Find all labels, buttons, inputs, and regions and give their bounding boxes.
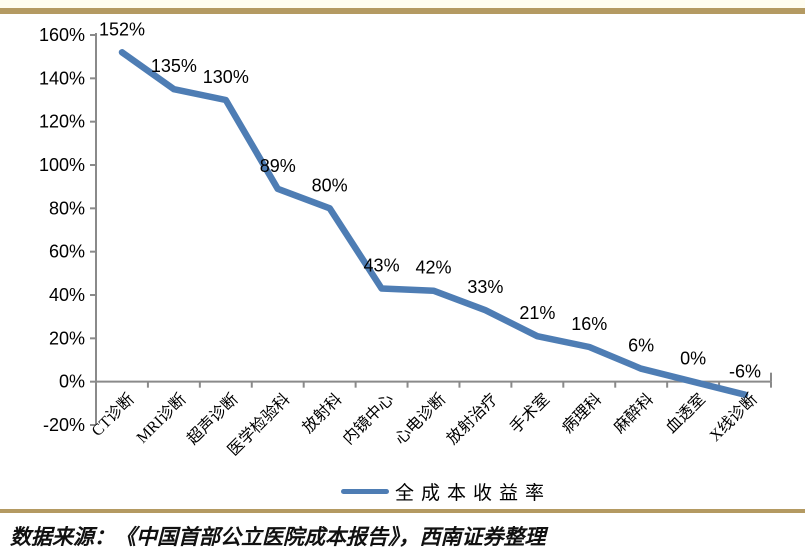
svg-text:120%: 120% (39, 112, 85, 132)
svg-text:40%: 40% (49, 285, 85, 305)
svg-text:42%: 42% (415, 258, 451, 278)
svg-text:手术室: 手术室 (506, 390, 553, 437)
svg-text:152%: 152% (99, 19, 145, 39)
svg-text:33%: 33% (467, 277, 503, 297)
svg-text:20%: 20% (49, 328, 85, 348)
svg-text:内镜中心: 内镜中心 (339, 389, 398, 448)
svg-text:80%: 80% (312, 175, 348, 195)
svg-text:麻醉科: 麻醉科 (610, 390, 657, 437)
svg-text:80%: 80% (49, 198, 85, 218)
svg-text:-6%: -6% (729, 362, 761, 382)
svg-text:心电诊断: 心电诊断 (391, 390, 449, 448)
svg-text:130%: 130% (203, 67, 249, 87)
chart-legend: 全成本收益率 (341, 480, 552, 504)
svg-text:100%: 100% (39, 155, 85, 175)
svg-text:0%: 0% (680, 349, 706, 369)
svg-text:病理科: 病理科 (558, 390, 605, 437)
svg-text:MRI诊断: MRI诊断 (133, 390, 190, 447)
top-margin-strip (0, 0, 805, 8)
svg-text:血透室: 血透室 (662, 390, 709, 437)
svg-text:6%: 6% (628, 336, 654, 356)
cost-return-line-chart: 160% 140% 120% 100% 80% 60% 40% 20% 0% -20% 152% 13… (39, 19, 772, 459)
svg-text:-20%: -20% (43, 415, 85, 435)
svg-text:60%: 60% (49, 242, 85, 262)
svg-text:89%: 89% (260, 156, 296, 176)
svg-text:放射治疗: 放射治疗 (443, 390, 501, 448)
svg-text:X线诊断: X线诊断 (706, 390, 761, 445)
bottom-divider-line (0, 509, 805, 513)
legend-series-label: 全成本收益率 (395, 482, 552, 504)
svg-text:0%: 0% (59, 372, 85, 392)
svg-text:21%: 21% (519, 303, 555, 323)
svg-text:43%: 43% (364, 256, 400, 276)
svg-text:160%: 160% (39, 25, 85, 45)
top-divider-line (0, 8, 805, 14)
legend-line-swatch (341, 488, 389, 494)
svg-text:16%: 16% (571, 314, 607, 334)
source-note: 数据来源：《中国首部公立医院成本报告》，西南证券整理 (10, 525, 546, 549)
svg-text:放射科: 放射科 (299, 390, 346, 437)
svg-text:135%: 135% (151, 56, 197, 76)
svg-text:140%: 140% (39, 68, 85, 88)
